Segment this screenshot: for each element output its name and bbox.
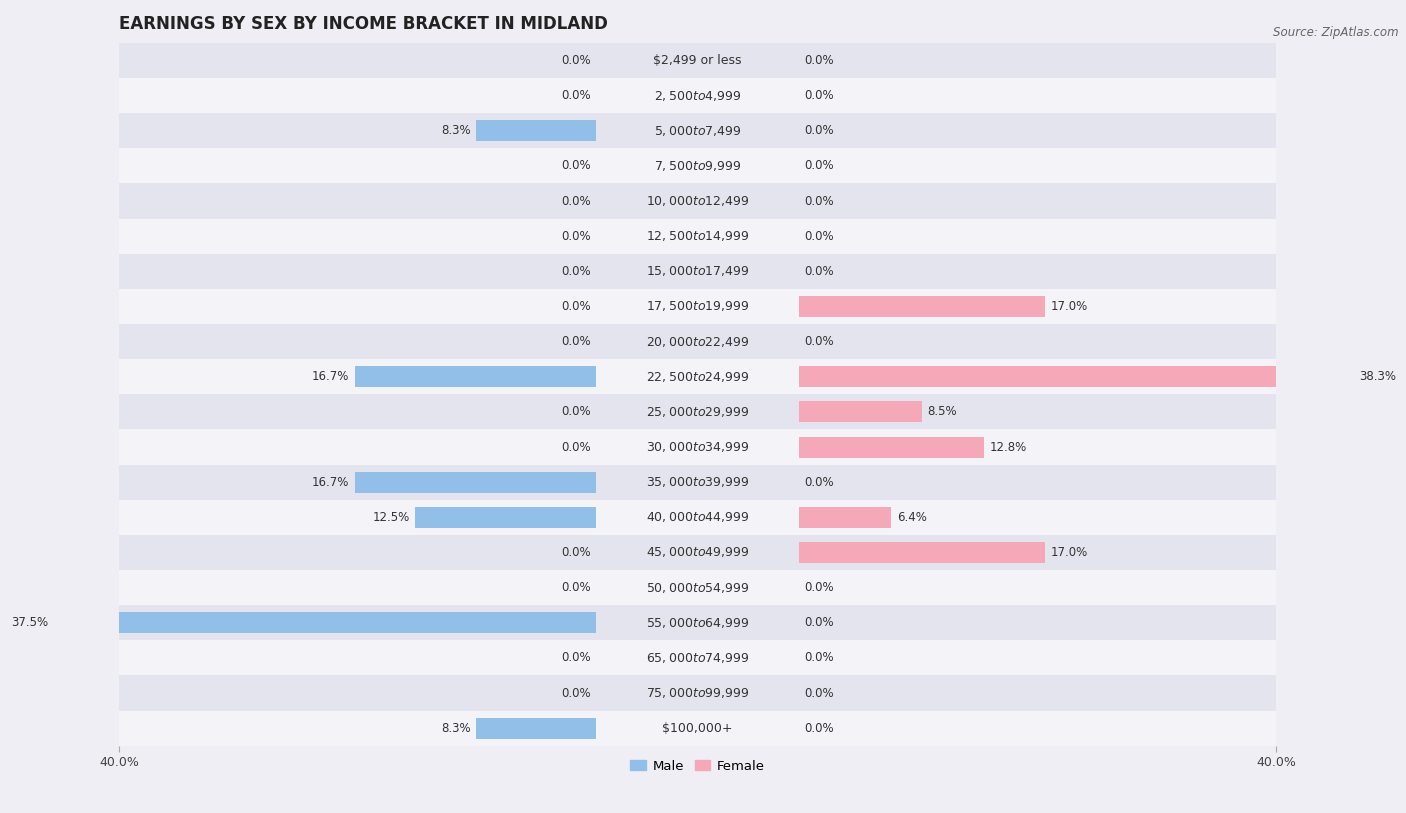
- Text: 17.0%: 17.0%: [1050, 300, 1088, 313]
- Bar: [799, 296, 1045, 317]
- Text: $17,500 to $19,999: $17,500 to $19,999: [645, 299, 749, 314]
- Text: $12,500 to $14,999: $12,500 to $14,999: [645, 229, 749, 243]
- Text: 0.0%: 0.0%: [561, 265, 591, 278]
- Text: $65,000 to $74,999: $65,000 to $74,999: [645, 651, 749, 665]
- Bar: [477, 120, 596, 141]
- Bar: [120, 500, 1277, 535]
- Text: 0.0%: 0.0%: [561, 159, 591, 172]
- Text: 0.0%: 0.0%: [804, 230, 834, 243]
- Text: 0.0%: 0.0%: [561, 194, 591, 207]
- Text: 0.0%: 0.0%: [561, 300, 591, 313]
- Text: 38.3%: 38.3%: [1358, 370, 1396, 383]
- Text: 0.0%: 0.0%: [804, 265, 834, 278]
- Text: 37.5%: 37.5%: [11, 616, 48, 629]
- Text: 0.0%: 0.0%: [561, 406, 591, 419]
- Bar: [120, 43, 1277, 78]
- Bar: [120, 219, 1277, 254]
- Text: $75,000 to $99,999: $75,000 to $99,999: [645, 686, 749, 700]
- Text: 0.0%: 0.0%: [804, 124, 834, 137]
- Bar: [120, 289, 1277, 324]
- Text: $35,000 to $39,999: $35,000 to $39,999: [645, 475, 749, 489]
- Bar: [120, 570, 1277, 605]
- Bar: [354, 472, 596, 493]
- Text: $7,500 to $9,999: $7,500 to $9,999: [654, 159, 741, 173]
- Text: 0.0%: 0.0%: [804, 476, 834, 489]
- Bar: [120, 113, 1277, 148]
- Text: 0.0%: 0.0%: [804, 89, 834, 102]
- Text: 0.0%: 0.0%: [561, 441, 591, 454]
- Bar: [477, 718, 596, 739]
- Text: $2,499 or less: $2,499 or less: [654, 54, 742, 67]
- Bar: [354, 366, 596, 387]
- Bar: [120, 148, 1277, 184]
- Text: 0.0%: 0.0%: [804, 159, 834, 172]
- Text: 0.0%: 0.0%: [561, 230, 591, 243]
- Text: $30,000 to $34,999: $30,000 to $34,999: [645, 440, 749, 454]
- Text: $2,500 to $4,999: $2,500 to $4,999: [654, 89, 741, 102]
- Text: 0.0%: 0.0%: [804, 722, 834, 735]
- Text: $20,000 to $22,499: $20,000 to $22,499: [645, 335, 749, 349]
- Text: $15,000 to $17,499: $15,000 to $17,499: [645, 264, 749, 278]
- Bar: [120, 641, 1277, 676]
- Text: $25,000 to $29,999: $25,000 to $29,999: [645, 405, 749, 419]
- Text: $22,500 to $24,999: $22,500 to $24,999: [645, 370, 749, 384]
- Text: 0.0%: 0.0%: [804, 54, 834, 67]
- Text: 12.5%: 12.5%: [373, 511, 409, 524]
- Text: $55,000 to $64,999: $55,000 to $64,999: [645, 615, 749, 630]
- Text: 6.4%: 6.4%: [897, 511, 927, 524]
- Bar: [799, 402, 922, 423]
- Bar: [120, 184, 1277, 219]
- Bar: [120, 605, 1277, 641]
- Bar: [416, 506, 596, 528]
- Bar: [120, 359, 1277, 394]
- Text: 0.0%: 0.0%: [804, 616, 834, 629]
- Text: EARNINGS BY SEX BY INCOME BRACKET IN MIDLAND: EARNINGS BY SEX BY INCOME BRACKET IN MID…: [120, 15, 607, 33]
- Text: 0.0%: 0.0%: [561, 581, 591, 594]
- Bar: [120, 254, 1277, 289]
- Bar: [120, 676, 1277, 711]
- Text: 0.0%: 0.0%: [561, 335, 591, 348]
- Text: 12.8%: 12.8%: [990, 441, 1028, 454]
- Bar: [120, 394, 1277, 429]
- Bar: [120, 429, 1277, 464]
- Bar: [799, 506, 891, 528]
- Text: $45,000 to $49,999: $45,000 to $49,999: [645, 546, 749, 559]
- Bar: [120, 711, 1277, 746]
- Text: 17.0%: 17.0%: [1050, 546, 1088, 559]
- Legend: Male, Female: Male, Female: [624, 754, 770, 778]
- Bar: [799, 366, 1353, 387]
- Text: 8.3%: 8.3%: [441, 722, 471, 735]
- Bar: [120, 324, 1277, 359]
- Text: 8.5%: 8.5%: [928, 406, 957, 419]
- Text: 0.0%: 0.0%: [804, 194, 834, 207]
- Text: 16.7%: 16.7%: [312, 370, 349, 383]
- Text: 0.0%: 0.0%: [561, 686, 591, 699]
- Text: 0.0%: 0.0%: [804, 335, 834, 348]
- Bar: [53, 612, 596, 633]
- Text: 16.7%: 16.7%: [312, 476, 349, 489]
- Text: 8.3%: 8.3%: [441, 124, 471, 137]
- Bar: [799, 437, 984, 458]
- Text: $100,000+: $100,000+: [662, 722, 733, 735]
- Bar: [120, 535, 1277, 570]
- Text: 0.0%: 0.0%: [561, 54, 591, 67]
- Bar: [120, 78, 1277, 113]
- Text: $50,000 to $54,999: $50,000 to $54,999: [645, 580, 749, 594]
- Text: $5,000 to $7,499: $5,000 to $7,499: [654, 124, 741, 137]
- Bar: [120, 464, 1277, 500]
- Text: 0.0%: 0.0%: [561, 651, 591, 664]
- Text: Source: ZipAtlas.com: Source: ZipAtlas.com: [1274, 26, 1399, 39]
- Text: $40,000 to $44,999: $40,000 to $44,999: [645, 511, 749, 524]
- Text: 0.0%: 0.0%: [804, 651, 834, 664]
- Bar: [799, 542, 1045, 563]
- Text: $10,000 to $12,499: $10,000 to $12,499: [645, 194, 749, 208]
- Text: 0.0%: 0.0%: [804, 581, 834, 594]
- Text: 0.0%: 0.0%: [561, 89, 591, 102]
- Text: 0.0%: 0.0%: [561, 546, 591, 559]
- Text: 0.0%: 0.0%: [804, 686, 834, 699]
